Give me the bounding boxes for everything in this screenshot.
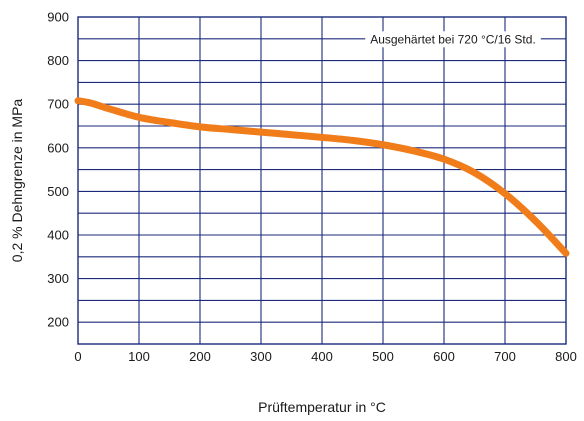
y-tick-label: 700 [47,97,69,112]
x-tick-label: 0 [74,349,81,364]
y-tick-labels: 200 300 400 500 600 700 800 900 [47,10,69,330]
y-axis-label: 0,2 % Dehngrenze in MPa [9,99,25,263]
x-axis-label: Prüftemperatur in °C [258,399,386,415]
plot-frame [77,16,567,345]
y-tick-label: 600 [47,140,69,155]
annotation-background [365,31,541,48]
y-tick-label: 300 [47,271,69,286]
x-tick-label: 600 [433,349,455,364]
y-tick-label: 400 [47,228,69,243]
x-tick-label: 700 [494,349,516,364]
y-tick-label: 800 [47,53,69,68]
x-tick-label: 100 [128,349,150,364]
series [74,97,570,257]
y-tick-label: 200 [47,315,69,330]
x-tick-label: 300 [250,349,272,364]
x-tick-labels: 0 100 200 300 400 500 600 700 800 [74,349,576,364]
x-tick-label: 500 [372,349,394,364]
annotation: Ausgehärtet bei 720 °C/16 Std. [365,31,541,48]
x-tick-label: 400 [311,349,333,364]
annotation-text: Ausgehärtet bei 720 °C/16 Std. [370,32,536,46]
x-tick-label: 800 [555,349,577,364]
series-line [74,97,570,257]
y-tick-label: 900 [47,10,69,25]
y-tick-label: 500 [47,184,69,199]
x-tick-label: 200 [189,349,211,364]
